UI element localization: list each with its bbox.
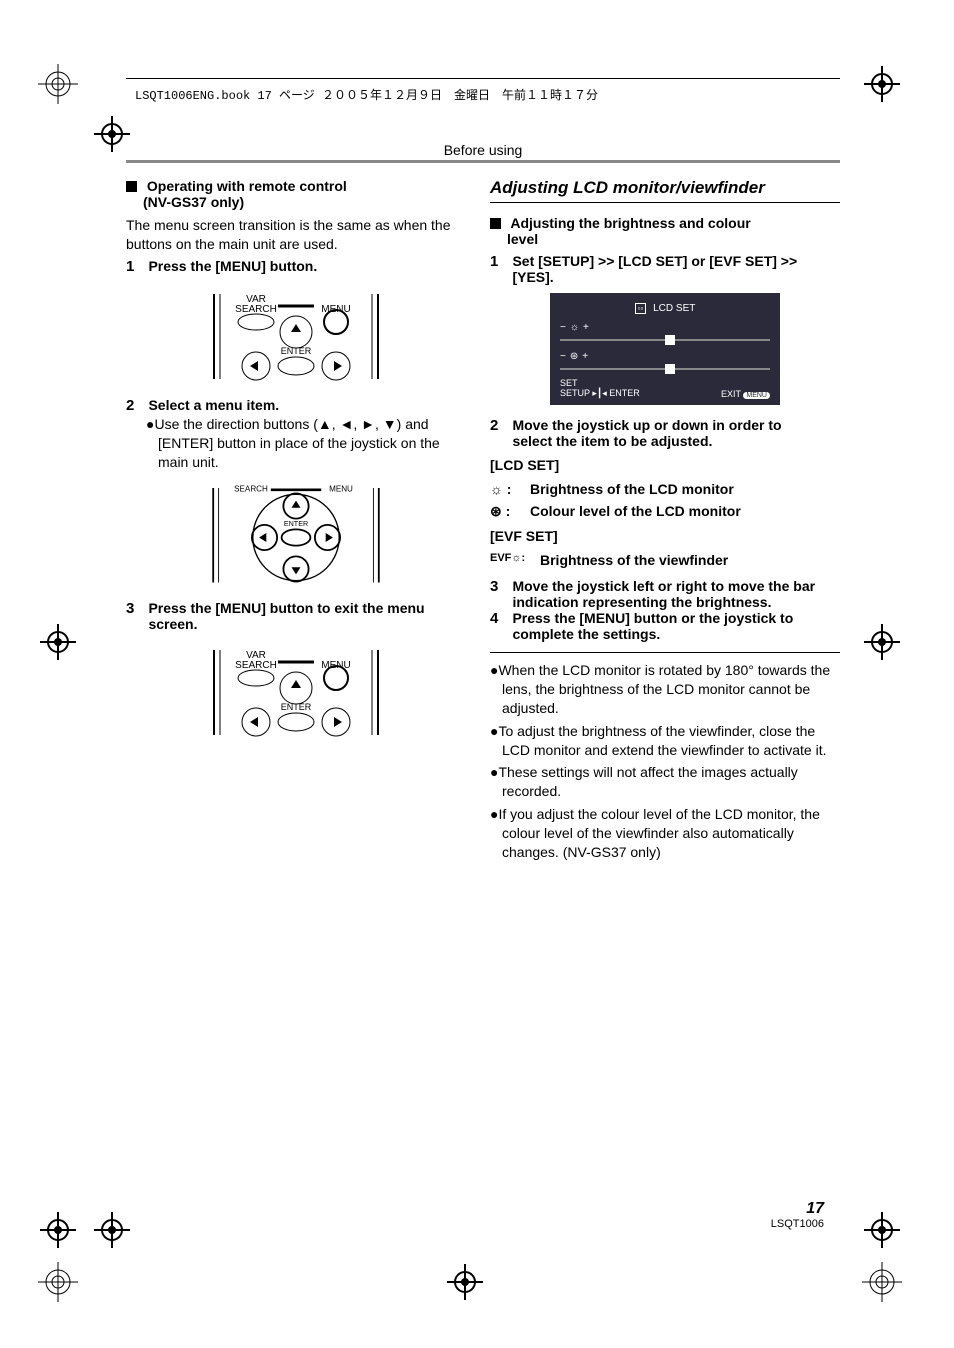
registration-mark-icon (38, 64, 78, 104)
remote-figure-2: SEARCH MENU ENTER (126, 479, 466, 592)
lcd-main-heading: Adjusting LCD monitor/viewfinder (490, 178, 840, 203)
registration-mark-icon (862, 1210, 902, 1250)
lcd-step-2: 2 Move the joystick up or down in order … (490, 417, 840, 449)
registration-mark-icon (38, 1210, 78, 1250)
lcd-step-4-text: Press the [MENU] button or the joystick … (512, 610, 822, 642)
sun-icon: ☼ (570, 322, 579, 333)
step-2-text: Select a menu item. (148, 397, 458, 413)
lcd-bottom-row: SET SETUP ▸┃◂ ENTER EXIT MENU (560, 378, 770, 399)
svg-text:MENU: MENU (329, 485, 353, 494)
registration-mark-icon (862, 1262, 902, 1302)
step-1-text: Press the [MENU] button. (148, 258, 458, 274)
page: LSQT1006ENG.book 17 ページ ２００５年１２月９日 金曜日 午… (0, 0, 954, 1348)
registration-mark-icon (38, 1262, 78, 1302)
step-2-number: 2 (126, 397, 144, 414)
notes-section: ●When the LCD monitor is rotated by 180°… (490, 652, 840, 862)
slider-bar-1 (560, 339, 770, 341)
lcd-step-4: 4 Press the [MENU] button or the joystic… (490, 610, 840, 642)
brightness-subheading: Adjusting the brightness and colour leve… (490, 215, 840, 247)
lcd-step-1: 1 Set [SETUP] >> [LCD SET] or [EVF SET] … (490, 253, 840, 285)
step-3-number: 3 (126, 600, 144, 617)
brightness-heading-line2: level (507, 231, 538, 247)
step-1: 1 Press the [MENU] button. (126, 258, 466, 276)
remote-figure-1: VAR SEARCH MENU ENTER (126, 284, 466, 389)
lcd-exit-label: EXIT (721, 389, 741, 399)
note-4: ●If you adjust the colour level of the L… (490, 805, 840, 862)
plus-icon: + (582, 351, 588, 362)
step-2-bullet: ●Use the direction buttons (▲, ◄, ►, ▼) … (126, 415, 466, 472)
lcd-step-3: 3 Move the joystick left or right to mov… (490, 578, 840, 610)
title-rule (126, 160, 840, 163)
note-1: ●When the LCD monitor is rotated by 180°… (490, 661, 840, 718)
remote-heading-line2: (NV-GS37 only) (143, 194, 244, 210)
lcd-set-label: SET (560, 378, 640, 388)
lcd-step-1-number: 1 (490, 253, 508, 270)
evfset-label: [EVF SET] (490, 528, 840, 544)
step-3: 3 Press the [MENU] button to exit the me… (126, 600, 466, 632)
lcd-step-3-text: Move the joystick left or right to move … (512, 578, 822, 610)
svg-text:ENTER: ENTER (281, 346, 312, 356)
lcd-brightness-slider: − ☼ + (560, 322, 770, 333)
doc-code: LSQT1006 (771, 1218, 824, 1230)
remote-heading-line1: Operating with remote control (147, 178, 347, 194)
lcd-setup-label: SETUP ▸┃◂ ENTER (560, 388, 640, 399)
svg-text:ENTER: ENTER (281, 702, 312, 712)
remote-diagram-2: SEARCH MENU ENTER (206, 479, 386, 587)
lcd-step-1-text: Set [SETUP] >> [LCD SET] or [EVF SET] >>… (512, 253, 822, 285)
colour-lcd-desc: ⊛ : Colour level of the LCD monitor (490, 503, 840, 520)
registration-mark-icon (445, 1262, 485, 1302)
evf-sun-icon: EVF☼: (490, 552, 540, 568)
lcd-menu-title: ▫▫ LCD SET (560, 303, 770, 314)
remote-figure-3: VAR SEARCH MENU ENTER (126, 640, 466, 745)
brightness-lcd-desc: ☼ : Brightness of the LCD monitor (490, 481, 840, 497)
svg-text:ENTER: ENTER (284, 519, 308, 528)
remote-intro-text: The menu screen transition is the same a… (126, 216, 466, 254)
registration-mark-icon (38, 622, 78, 662)
brightness-heading-line1: Adjusting the brightness and colour (510, 215, 750, 231)
remote-diagram-1: VAR SEARCH MENU ENTER (206, 284, 386, 384)
slider-bar-2 (560, 368, 770, 370)
section-title: Before using (126, 142, 840, 158)
registration-mark-icon (862, 622, 902, 662)
left-column: Operating with remote control (NV-GS37 o… (126, 178, 466, 753)
lcd-step-4-number: 4 (490, 610, 508, 627)
brightness-evf-desc: EVF☼: Brightness of the viewfinder (490, 552, 840, 568)
remote-diagram-3: VAR SEARCH MENU ENTER (206, 640, 386, 740)
brightness-evf-text: Brightness of the viewfinder (540, 552, 840, 568)
svg-text:SEARCH: SEARCH (235, 304, 277, 315)
colour-icon: ⊛ : (490, 503, 530, 520)
note-3: ●These settings will not affect the imag… (490, 763, 840, 801)
lcd-step-2-text: Move the joystick up or down in order to… (512, 417, 822, 449)
square-bullet-icon (126, 181, 137, 192)
plus-icon: + (583, 322, 589, 333)
lcd-step-3-number: 3 (490, 578, 508, 595)
step-2: 2 Select a menu item. (126, 397, 466, 415)
sun-icon: ☼ : (490, 481, 530, 497)
colour-lcd-text: Colour level of the LCD monitor (530, 503, 840, 520)
menu-badge: MENU (743, 392, 770, 399)
note-2: ●To adjust the brightness of the viewfin… (490, 722, 840, 760)
square-bullet-icon (490, 218, 501, 229)
page-number: 17 (771, 1200, 824, 1218)
page-footer: 17 LSQT1006 (771, 1200, 824, 1230)
lcdset-label: [LCD SET] (490, 457, 840, 473)
right-column: Adjusting LCD monitor/viewfinder Adjusti… (490, 178, 840, 866)
header-rule (126, 78, 840, 79)
minus-icon: − (560, 351, 566, 362)
file-info-header: LSQT1006ENG.book 17 ページ ２００５年１２月９日 金曜日 午… (135, 86, 598, 103)
registration-mark-icon (862, 64, 902, 104)
colour-icon: ⊛ (570, 351, 578, 362)
remote-subheading: Operating with remote control (NV-GS37 o… (126, 178, 466, 210)
brightness-lcd-text: Brightness of the LCD monitor (530, 481, 840, 497)
step-1-number: 1 (126, 258, 144, 275)
minus-icon: − (560, 322, 566, 333)
svg-text:SEARCH: SEARCH (234, 485, 268, 494)
lcd-step-2-number: 2 (490, 417, 508, 434)
svg-text:SEARCH: SEARCH (235, 660, 277, 671)
lcd-menu-screenshot: ▫▫ LCD SET − ☼ + − ⊛ + SET SETUP ▸┃◂ ENT… (550, 293, 780, 405)
step-3-text: Press the [MENU] button to exit the menu… (148, 600, 458, 632)
registration-mark-icon (92, 1210, 132, 1250)
registration-mark-icon (92, 114, 132, 154)
lcd-colour-slider: − ⊛ + (560, 351, 770, 362)
